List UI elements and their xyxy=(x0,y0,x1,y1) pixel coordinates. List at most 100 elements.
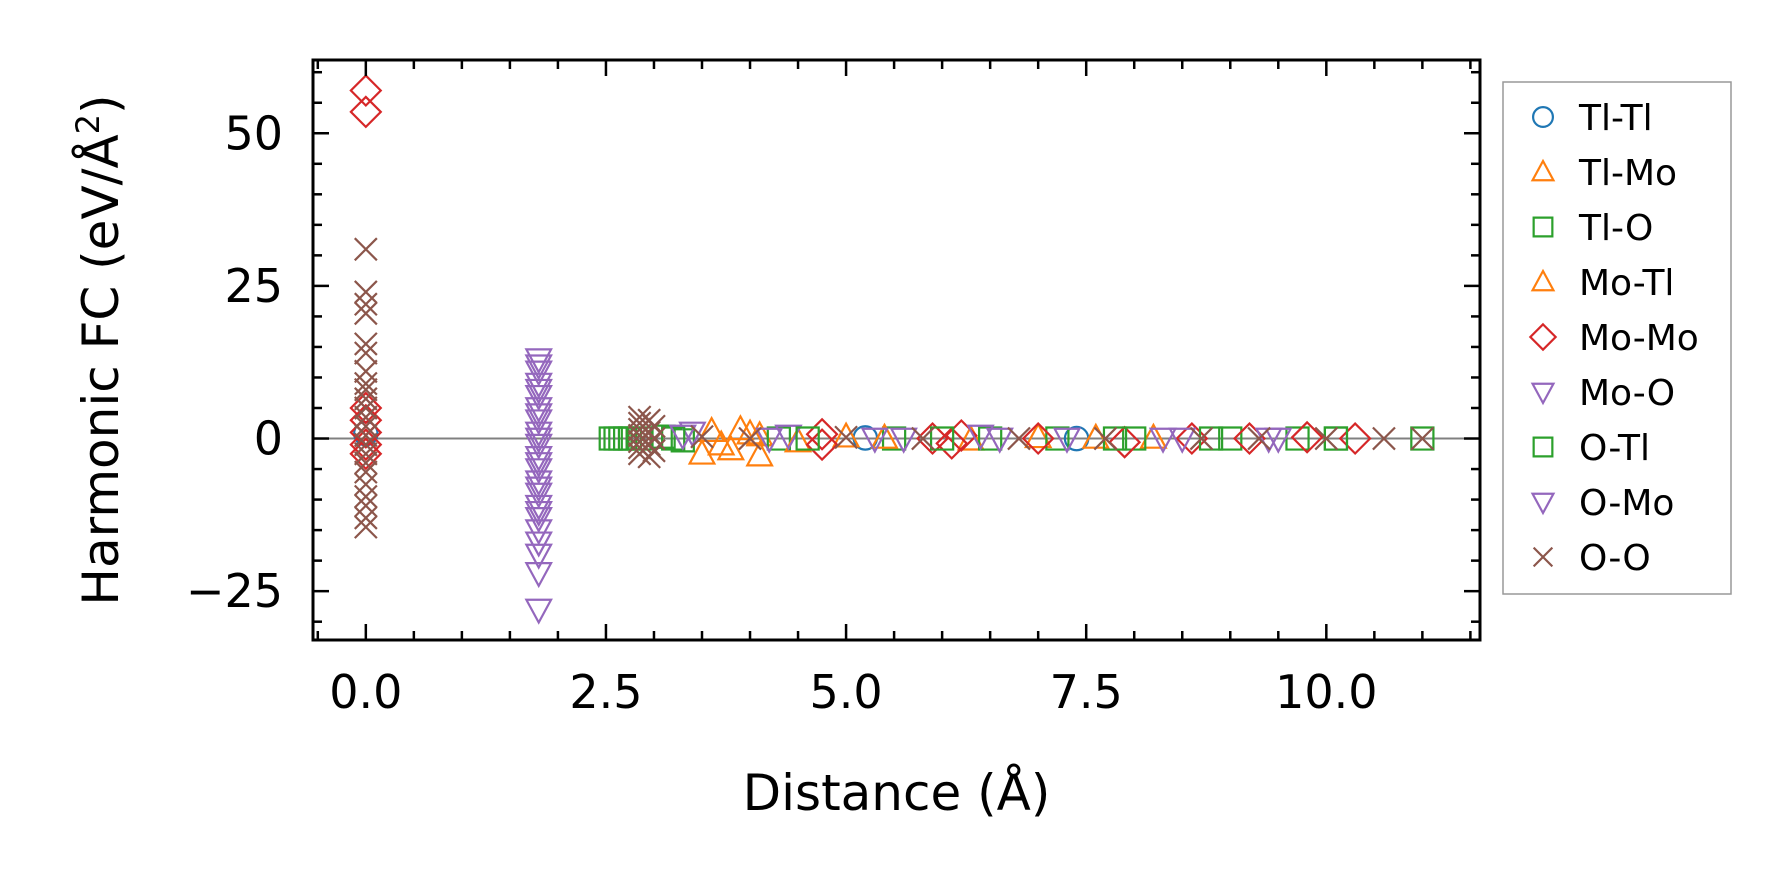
data-point xyxy=(353,387,378,411)
data-point xyxy=(1198,426,1224,451)
data-point xyxy=(1102,426,1128,451)
data-point xyxy=(716,434,746,461)
legend-marker xyxy=(1530,268,1556,292)
data-point xyxy=(353,396,378,420)
data-point xyxy=(1023,421,1053,449)
legend-entry: Tl-Tl xyxy=(1531,98,1653,139)
data-point xyxy=(353,377,378,402)
legend-entry: Mo-O xyxy=(1530,373,1675,414)
x-tick-label: 7.5 xyxy=(1050,665,1123,719)
data-point xyxy=(353,423,378,448)
data-point xyxy=(642,426,666,451)
data-point xyxy=(524,531,553,558)
legend-marker xyxy=(1530,492,1556,516)
data-point xyxy=(353,451,378,475)
data-point xyxy=(349,74,383,108)
x-axis-title: Distance (Å) xyxy=(743,764,1051,822)
legend-label: Tl-O xyxy=(1578,208,1653,249)
data-point xyxy=(935,426,969,460)
data-point xyxy=(860,427,890,454)
data-point xyxy=(805,417,839,451)
data-point xyxy=(1007,426,1031,451)
data-point xyxy=(627,405,652,429)
data-point xyxy=(1148,427,1178,454)
data-point xyxy=(1372,426,1396,451)
data-point xyxy=(524,427,553,454)
data-point xyxy=(524,403,553,430)
data-point xyxy=(349,428,383,462)
data-point xyxy=(889,427,918,454)
data-point xyxy=(738,426,762,451)
legend-label: O-O xyxy=(1579,538,1651,579)
y-tick-labels: −25 0 25 50 xyxy=(186,106,283,618)
data-point xyxy=(1218,426,1243,451)
data-point xyxy=(642,438,666,463)
data-point xyxy=(353,280,378,304)
data-point xyxy=(353,332,378,356)
data-point xyxy=(697,415,726,443)
data-point xyxy=(642,414,666,439)
data-point xyxy=(1093,426,1118,451)
data-points xyxy=(349,74,1435,625)
data-point xyxy=(353,493,378,518)
data-point xyxy=(524,378,553,405)
legend-label: Mo-Mo xyxy=(1579,318,1699,359)
data-point xyxy=(831,421,861,448)
data-point xyxy=(1175,422,1209,456)
legend-entry: Tl-O xyxy=(1532,208,1653,249)
data-point xyxy=(1314,426,1339,451)
data-point xyxy=(1168,427,1197,454)
legend-entry: O-Tl xyxy=(1532,428,1650,469)
data-point xyxy=(353,359,378,384)
data-point xyxy=(353,405,378,429)
data-point xyxy=(774,424,803,451)
legend-label: Tl-Mo xyxy=(1578,153,1677,194)
data-point xyxy=(524,543,553,570)
data-point xyxy=(353,515,378,539)
x-tick-label: 10.0 xyxy=(1275,665,1377,719)
data-point xyxy=(911,426,935,451)
data-point xyxy=(668,424,697,451)
legend-entry: O-Mo xyxy=(1530,483,1674,524)
data-point xyxy=(966,424,995,451)
data-point xyxy=(929,426,955,451)
data-point xyxy=(353,292,378,317)
legend-marker xyxy=(1530,382,1556,406)
data-point xyxy=(353,237,378,262)
data-point xyxy=(956,424,986,451)
data-point xyxy=(1290,420,1324,454)
data-point xyxy=(795,426,820,451)
series-o-mo xyxy=(524,354,1283,558)
data-point xyxy=(353,460,378,484)
data-point xyxy=(687,438,717,465)
data-point xyxy=(349,391,383,425)
data-point xyxy=(870,422,899,449)
data-point xyxy=(985,427,1014,454)
plot-area-frame xyxy=(311,58,1482,642)
data-point xyxy=(707,429,736,456)
data-point xyxy=(524,598,553,625)
data-point xyxy=(524,452,553,479)
data-point xyxy=(1122,426,1147,451)
y-axis-title: Harmonic FC (eV/Å2) xyxy=(69,94,130,605)
data-point xyxy=(353,506,378,530)
legend-entry: O-O xyxy=(1532,538,1651,579)
data-point xyxy=(1021,422,1055,456)
y-tick-label: 25 xyxy=(224,259,283,313)
data-point xyxy=(1052,427,1082,454)
y-axis-title-close: ) xyxy=(72,94,130,114)
data-point xyxy=(690,424,714,449)
data-point xyxy=(353,441,378,466)
y-tick-label: −25 xyxy=(186,564,283,618)
legend-marker xyxy=(1531,105,1554,128)
data-point xyxy=(834,425,858,450)
x-tick-label: 0.0 xyxy=(329,665,402,719)
data-point xyxy=(1410,426,1435,451)
data-point xyxy=(1247,426,1271,451)
data-point xyxy=(1189,426,1214,451)
data-point xyxy=(353,341,378,365)
y-tick-label: 0 xyxy=(254,412,283,466)
legend-marker xyxy=(1532,436,1554,458)
data-point xyxy=(1323,426,1349,451)
legend-label: O-Mo xyxy=(1579,483,1674,524)
